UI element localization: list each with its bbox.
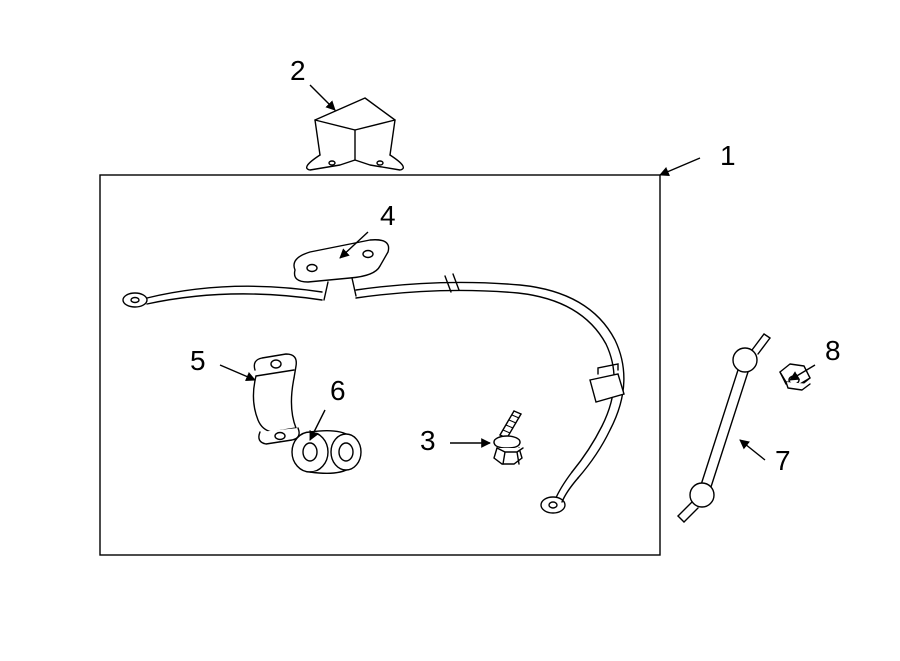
part-bolt (494, 411, 523, 464)
label-3: 3 (420, 425, 436, 456)
label-8: 8 (825, 335, 841, 366)
label-6: 6 (330, 375, 346, 406)
part-bushing (292, 431, 361, 474)
parts-diagram: 1 2 3 4 5 6 7 8 (0, 0, 900, 661)
label-1: 1 (720, 140, 736, 171)
part-bushing-bracket (253, 354, 299, 444)
assembly-frame (100, 175, 660, 555)
label-2: 2 (290, 55, 306, 86)
part-stabilizer-link (678, 334, 770, 522)
label-7: 7 (775, 445, 791, 476)
label-5: 5 (190, 345, 206, 376)
part-bar-bracket-upper (294, 240, 389, 300)
label-4: 4 (380, 200, 396, 231)
part-bracket-protector (307, 98, 404, 170)
part-stabilizer-bar (123, 274, 624, 513)
